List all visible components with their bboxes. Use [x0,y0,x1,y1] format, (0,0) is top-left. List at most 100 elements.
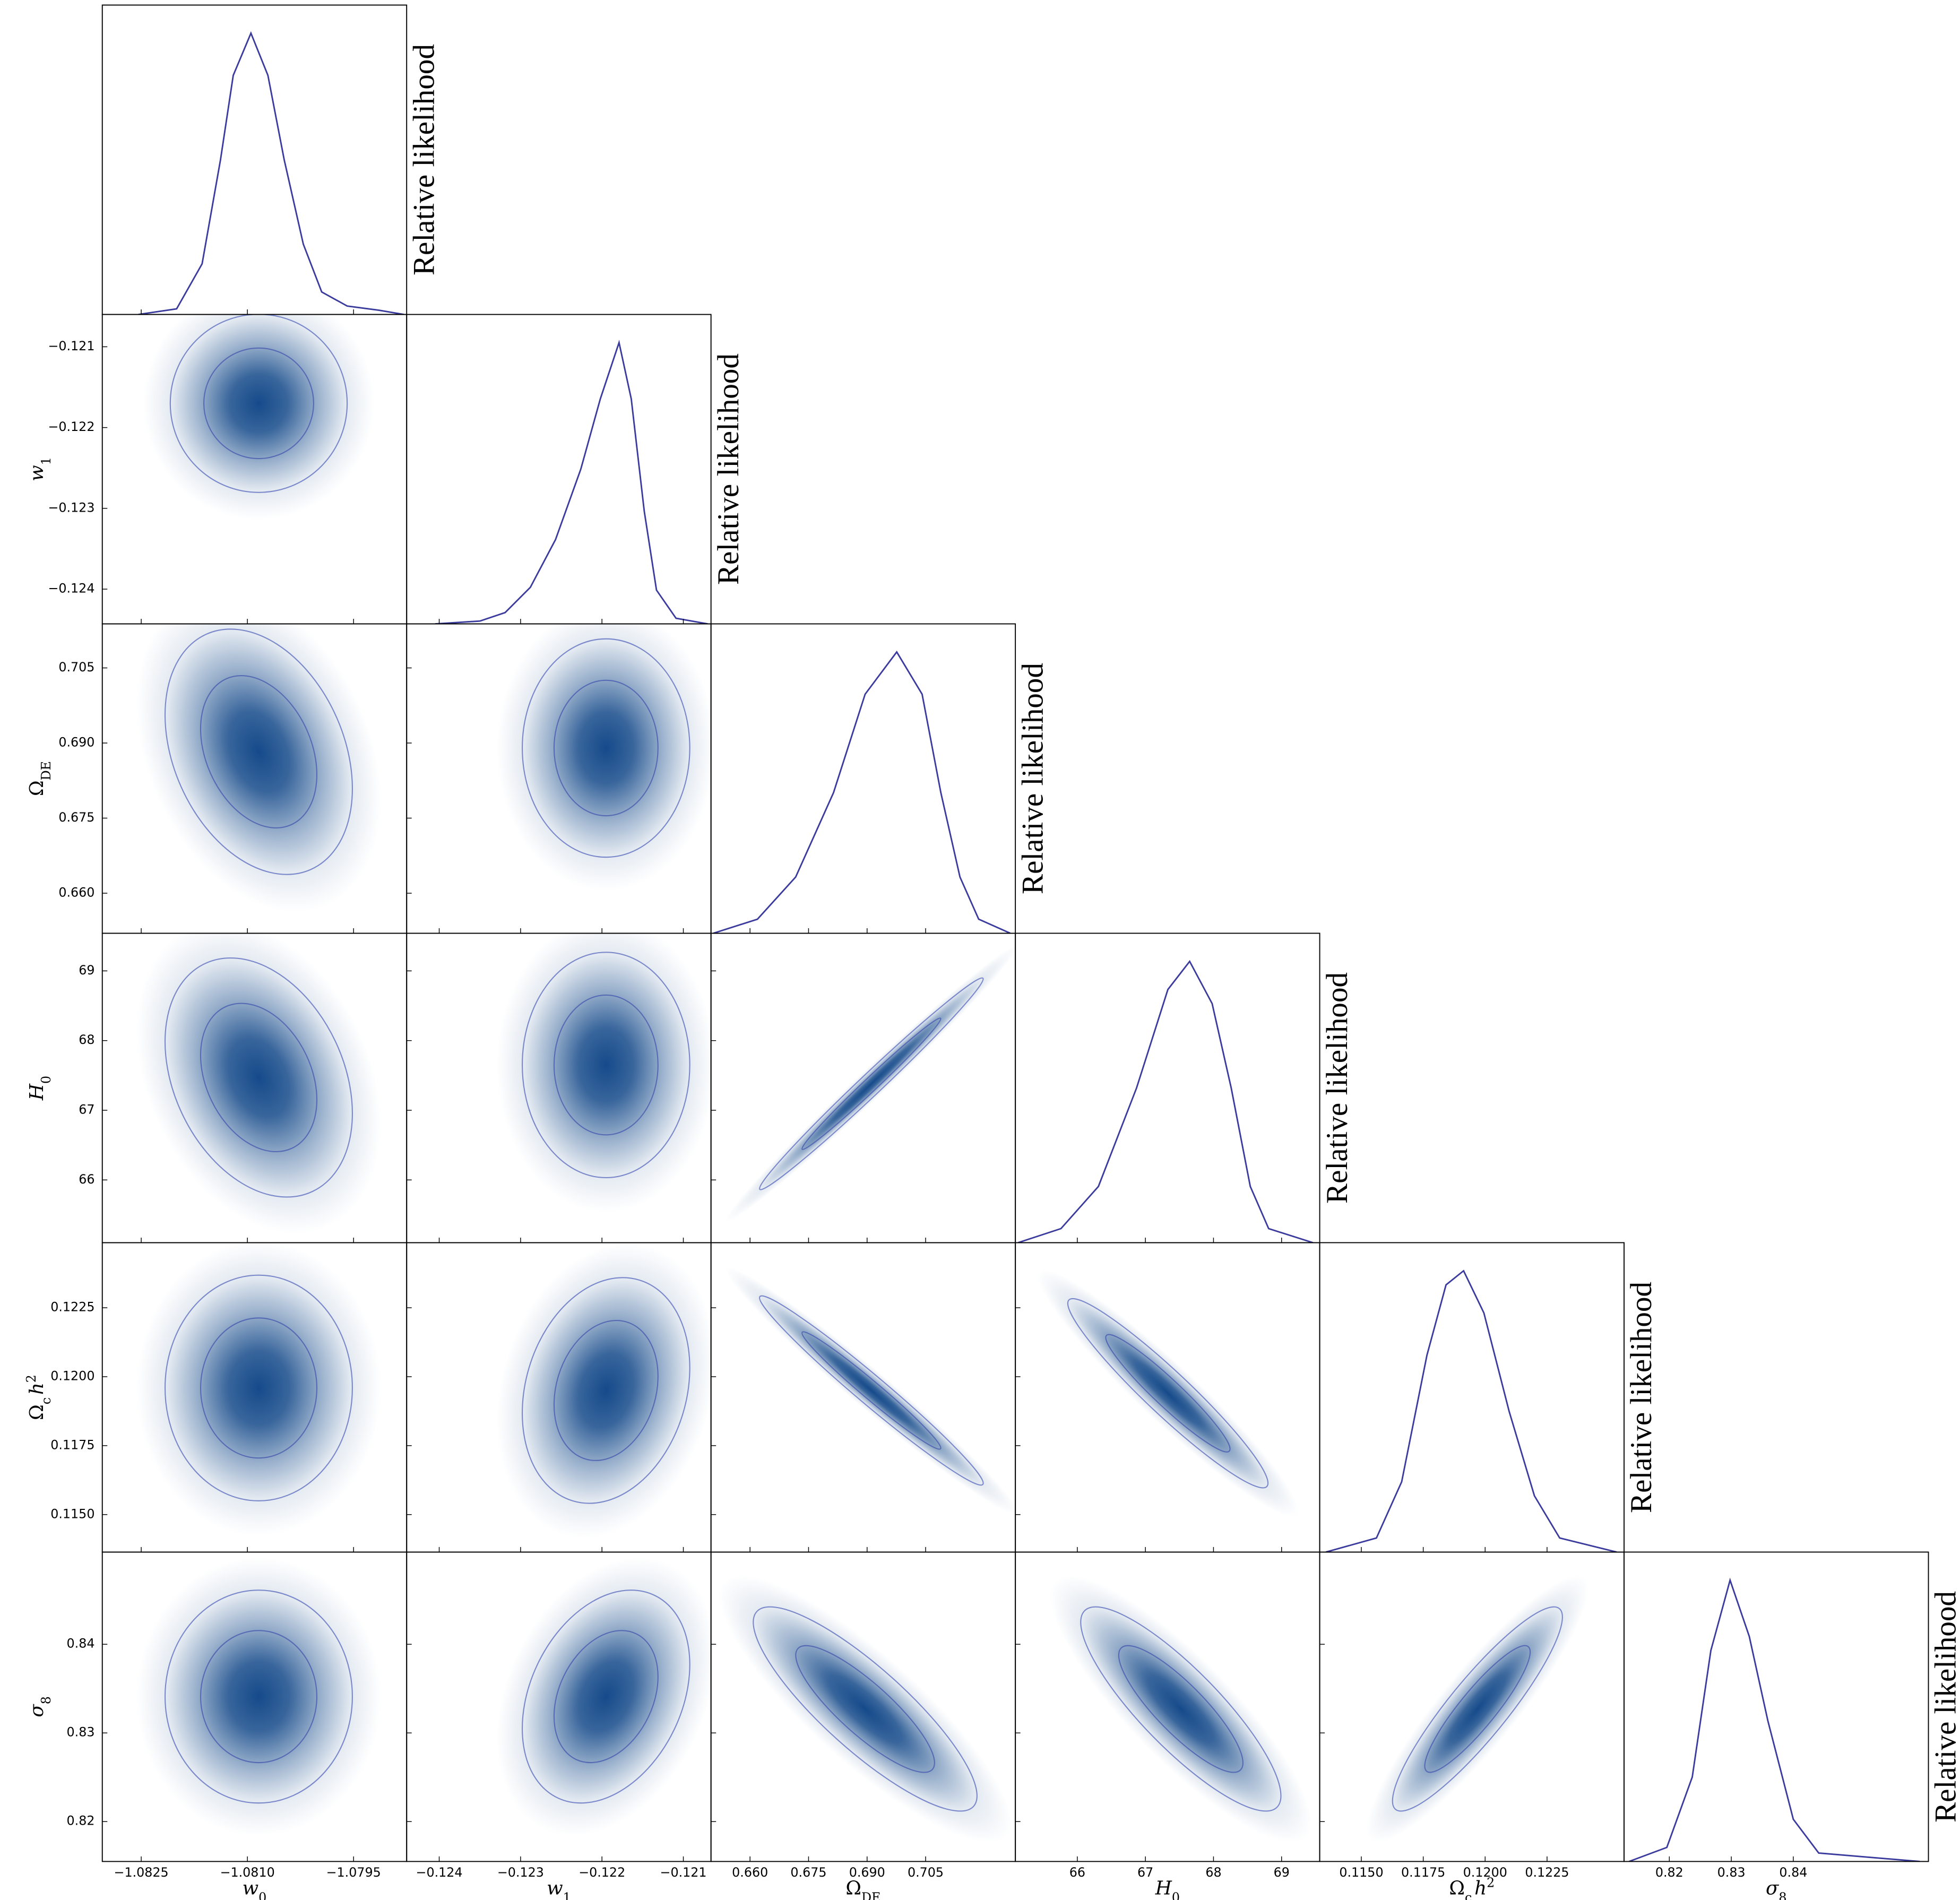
panel-frame [101,4,408,315]
contour-68 [1118,1645,1244,1773]
label-superscript: 2 [24,1375,39,1383]
marginal-label: Relative likelihood [1929,1591,1960,1823]
y-tick-label: 69 [79,963,94,978]
label-symbol: Ω [26,1404,48,1420]
contour-95 [1080,1606,1282,1812]
x-tick-label: −1.0795 [326,1865,381,1880]
axis-label: σ8 [26,1696,54,1717]
contour-95 [164,957,353,1198]
contour-95 [1392,1606,1563,1812]
panel [136,1557,381,1836]
panel [496,933,711,1212]
contour-68 [795,1645,935,1773]
label-subscript: DE [861,1890,880,1900]
y-tick-label: −0.122 [48,419,94,434]
density [136,933,381,1234]
contour-68 [801,1331,942,1450]
panel [1037,1269,1299,1517]
y-tick-label: −0.121 [48,339,94,353]
contour-95 [759,977,984,1190]
y-tick-label: 0.83 [67,1725,95,1740]
panel [435,340,708,624]
marginal-label: Relative likelihood [712,353,745,585]
x-tick-label: 0.82 [1655,1865,1683,1880]
panel-frame [710,623,1016,934]
density [496,1243,711,1538]
density [136,624,381,912]
y-tick-label: 0.660 [58,885,94,900]
marginal-curve [435,340,708,624]
label-subscript: 1 [39,457,54,465]
label-symbol: w [26,465,48,481]
panel-frame [1015,932,1320,1243]
label-symbol: σ [26,1704,48,1717]
label-symbol: H [26,1083,48,1101]
x-tick-label: −0.123 [497,1865,544,1880]
x-tick-label: 69 [1274,1865,1290,1880]
x-tick-label: 0.1150 [1339,1865,1383,1880]
panel [1628,1577,1920,1862]
axis-label: σ8 [1766,1877,1787,1900]
contour-95 [522,1590,690,1804]
x-tick-label: −0.121 [660,1865,707,1880]
y-tick-label: 0.1150 [50,1506,94,1521]
contour-68 [1424,1645,1531,1773]
y-tick-label: −0.124 [48,581,94,596]
contour-95 [522,1277,690,1504]
x-tick-label: −1.0825 [114,1865,169,1880]
marginal-label: Relative likelihood [1016,663,1049,894]
panel [1017,960,1314,1243]
label-subscript: 1 [563,1890,571,1900]
panel [719,1575,1012,1843]
panel [143,314,375,520]
axis-label: ΩDE [26,761,54,796]
panel [1050,1575,1312,1843]
density [725,945,1016,1222]
label-subscript: DE [39,761,54,780]
contour-95 [759,1295,984,1486]
x-tick-label: 0.83 [1717,1865,1746,1880]
axis-label: Ωch2 [24,1375,54,1420]
x-tick-label: 0.660 [732,1865,768,1880]
label-symbol: H [1155,1877,1172,1899]
contour-95 [522,638,690,858]
density [136,1557,381,1836]
contour-68 [553,994,659,1136]
y-tick-label: 0.1225 [50,1300,94,1315]
marginal-curve [1325,1269,1617,1552]
contour-95 [522,952,690,1179]
panel-frame [406,314,712,625]
contour-68 [200,1003,318,1153]
panel [138,31,404,315]
density [1037,1269,1299,1517]
density [725,1267,1016,1514]
density [496,1557,711,1836]
contour-68 [200,675,318,828]
y-tick-label: 0.1175 [50,1437,94,1452]
label-subscript: c [39,1397,54,1404]
label-subscript: c [1465,1890,1472,1900]
marginal-curve [138,31,404,315]
x-tick-label: 0.690 [849,1865,885,1880]
panel [136,933,381,1234]
panel [713,650,1011,934]
contour-95 [164,628,353,875]
label-subscript: 8 [39,1696,54,1704]
contour-68 [200,1317,318,1459]
marginal-curve [1017,960,1314,1243]
x-tick-label: 0.1200 [1463,1865,1507,1880]
contour-95 [753,1606,978,1812]
y-tick-label: 68 [79,1032,94,1047]
x-tick-label: 66 [1069,1865,1085,1880]
x-tick-label: 68 [1205,1865,1221,1880]
density [136,1242,381,1535]
label-symbol: w [547,1877,563,1899]
x-tick-label: 0.1175 [1401,1865,1445,1880]
panel [136,624,381,912]
panel [496,1243,711,1538]
axis-label: H0 [26,1076,54,1101]
y-tick-label: 0.675 [58,810,94,825]
